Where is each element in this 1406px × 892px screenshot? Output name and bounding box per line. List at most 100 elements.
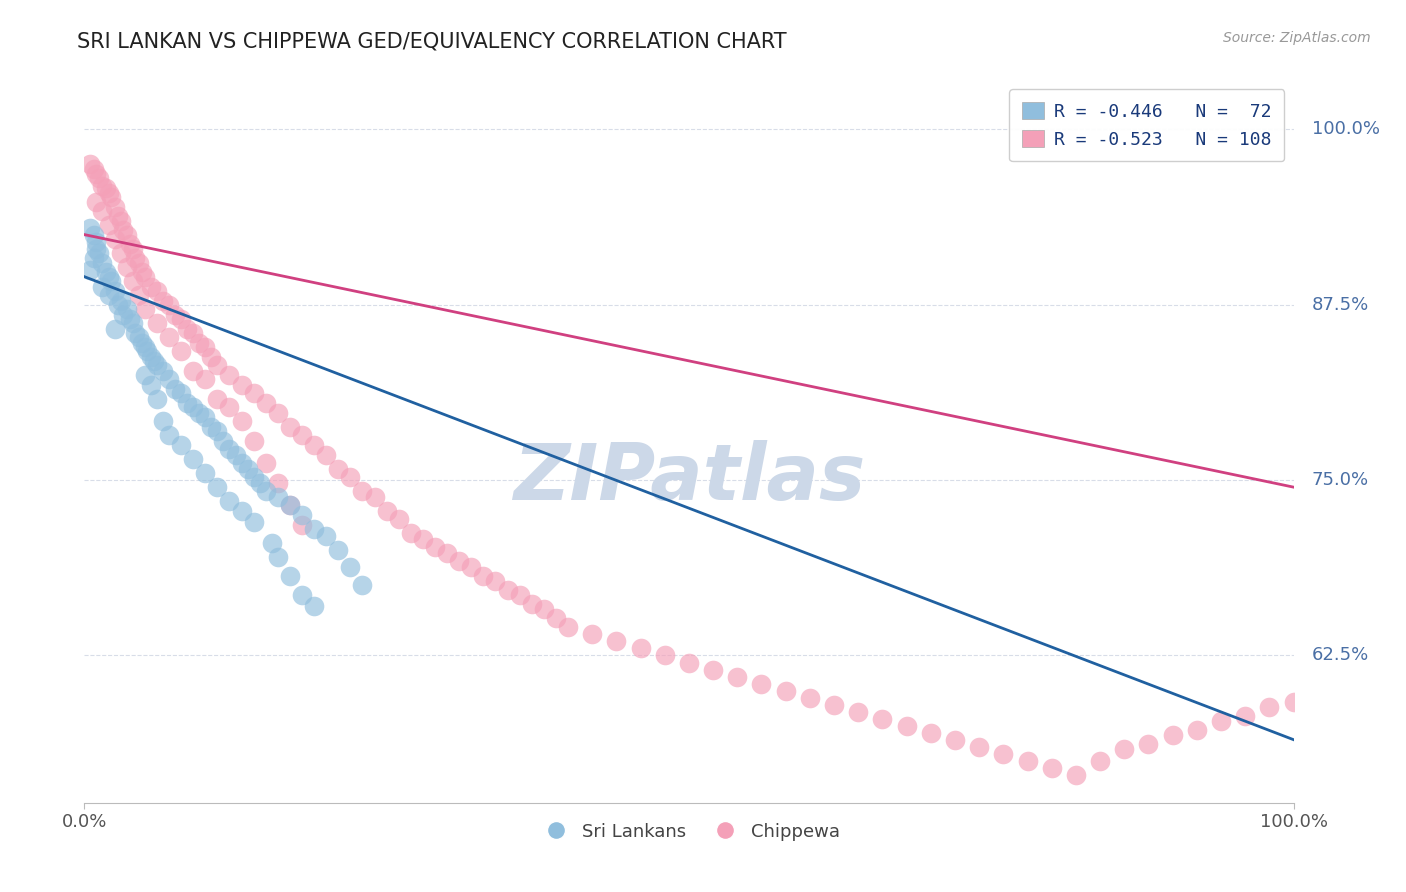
Point: [194, 372, 217, 386]
Point: [115, 301, 138, 316]
Point: [231, 456, 253, 470]
Point: [87, 171, 110, 186]
Point: [557, 620, 579, 634]
Point: [291, 518, 314, 533]
Point: [1209, 714, 1232, 729]
Point: [218, 494, 240, 508]
Point: [110, 293, 132, 308]
Point: [291, 428, 314, 442]
Point: [181, 400, 204, 414]
Point: [449, 554, 471, 568]
Point: [267, 490, 290, 504]
Point: [134, 301, 156, 316]
Point: [115, 227, 138, 242]
Point: [267, 475, 290, 490]
Point: [242, 515, 264, 529]
Point: [207, 424, 229, 438]
Point: [112, 223, 135, 237]
Text: 100.0%: 100.0%: [1312, 120, 1379, 138]
Point: [170, 344, 193, 359]
Point: [91, 203, 114, 218]
Point: [412, 532, 434, 546]
Point: [1161, 729, 1184, 743]
Point: [94, 181, 117, 195]
Point: [112, 308, 135, 322]
Point: [207, 480, 229, 494]
Point: [249, 475, 271, 490]
Point: [194, 466, 217, 480]
Point: [775, 683, 797, 698]
Point: [165, 308, 187, 322]
Point: [100, 274, 122, 288]
Legend: Sri Lankans, Chippewa: Sri Lankans, Chippewa: [531, 815, 846, 848]
Point: [225, 448, 247, 462]
Text: Source: ZipAtlas.com: Source: ZipAtlas.com: [1223, 31, 1371, 45]
Point: [157, 330, 180, 344]
Point: [254, 396, 277, 410]
Point: [242, 434, 264, 448]
Point: [291, 588, 314, 602]
Point: [124, 326, 146, 340]
Point: [120, 237, 142, 252]
Point: [207, 392, 229, 406]
Point: [131, 265, 153, 279]
Point: [83, 161, 105, 176]
Point: [87, 245, 110, 260]
Point: [146, 316, 169, 330]
Point: [291, 508, 314, 523]
Point: [278, 499, 301, 513]
Point: [328, 462, 350, 476]
Text: ZIPatlas: ZIPatlas: [513, 440, 865, 516]
Point: [86, 167, 108, 181]
Point: [152, 364, 174, 378]
Point: [1040, 761, 1063, 775]
Point: [176, 396, 198, 410]
Point: [194, 340, 217, 354]
Point: [278, 568, 301, 582]
Point: [260, 536, 283, 550]
Point: [375, 504, 398, 518]
Point: [751, 676, 773, 690]
Point: [79, 220, 101, 235]
Point: [104, 284, 127, 298]
Point: [302, 522, 325, 536]
Point: [278, 419, 301, 434]
Point: [1114, 742, 1136, 756]
Point: [107, 210, 129, 224]
Point: [520, 597, 543, 611]
Point: [170, 438, 193, 452]
Point: [352, 484, 374, 499]
Point: [1088, 754, 1111, 768]
Point: [702, 663, 724, 677]
Point: [896, 718, 918, 732]
Point: [231, 377, 253, 392]
Text: 75.0%: 75.0%: [1312, 471, 1369, 489]
Point: [104, 321, 127, 335]
Point: [200, 419, 222, 434]
Point: [124, 252, 146, 266]
Point: [1282, 695, 1305, 709]
Point: [460, 560, 482, 574]
Point: [533, 602, 555, 616]
Point: [544, 610, 567, 624]
Point: [86, 242, 108, 256]
Point: [605, 634, 627, 648]
Point: [152, 414, 174, 428]
Point: [267, 406, 290, 420]
Point: [91, 279, 114, 293]
Point: [131, 335, 153, 350]
Point: [218, 400, 240, 414]
Point: [176, 321, 198, 335]
Point: [115, 260, 138, 274]
Point: [1258, 700, 1281, 714]
Point: [146, 358, 169, 372]
Point: [725, 669, 748, 683]
Point: [630, 641, 652, 656]
Point: [86, 195, 108, 210]
Point: [128, 255, 150, 269]
Point: [146, 392, 169, 406]
Point: [423, 541, 446, 555]
Point: [678, 656, 700, 670]
Point: [188, 335, 211, 350]
Point: [388, 512, 411, 526]
